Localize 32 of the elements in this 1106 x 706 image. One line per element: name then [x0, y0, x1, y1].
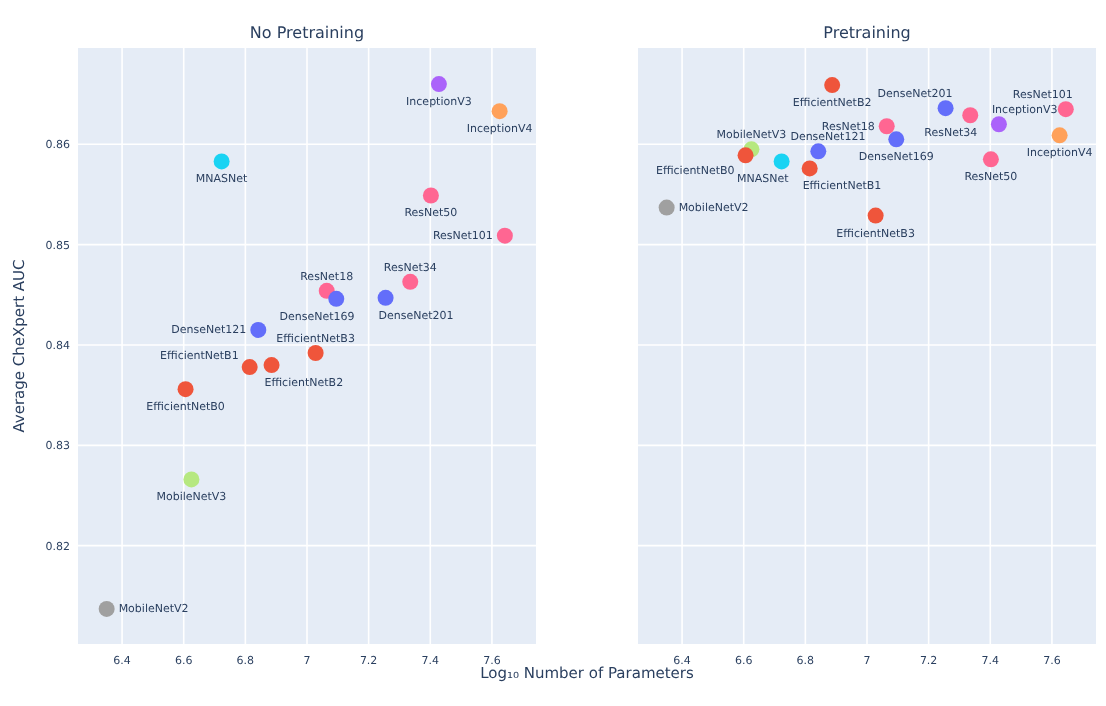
point [328, 290, 345, 307]
point [491, 103, 508, 120]
point [1057, 101, 1074, 118]
point [888, 131, 905, 148]
point [990, 116, 1007, 133]
point [801, 160, 818, 177]
point [213, 153, 230, 170]
point [824, 77, 841, 94]
point [402, 273, 419, 290]
point [737, 147, 754, 164]
point [810, 143, 827, 160]
point [878, 118, 895, 135]
point [377, 289, 394, 306]
point [422, 187, 439, 204]
point [430, 76, 447, 93]
chart-title: No Pretraining [249, 24, 365, 42]
point [773, 153, 790, 170]
point [183, 471, 200, 488]
chart-title: Pretraining [823, 24, 911, 42]
point [867, 207, 884, 224]
point [658, 199, 675, 216]
point [250, 321, 267, 338]
point [241, 359, 258, 376]
point [98, 600, 115, 617]
point [307, 345, 324, 362]
point [177, 381, 194, 398]
point [496, 227, 513, 244]
point [962, 107, 979, 124]
point [982, 151, 999, 168]
point [1051, 127, 1068, 144]
point [937, 100, 954, 117]
point [263, 357, 280, 374]
